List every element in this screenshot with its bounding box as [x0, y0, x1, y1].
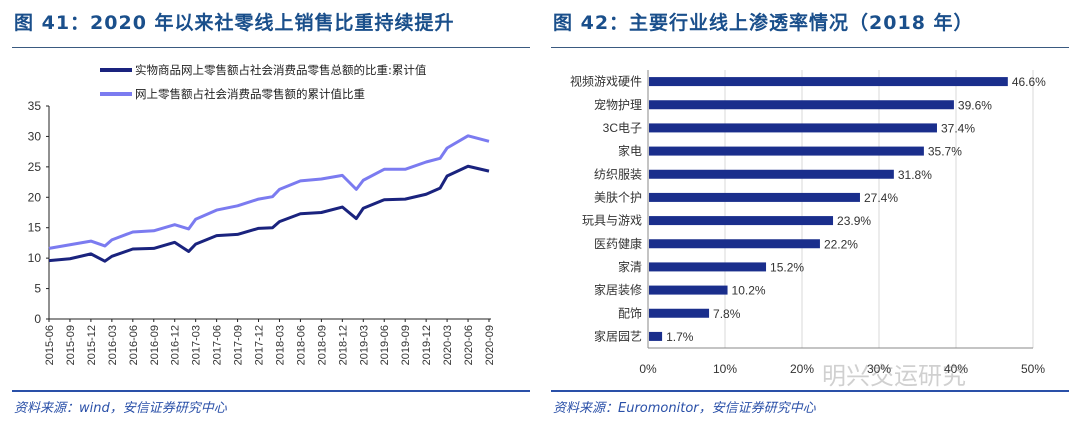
- x-tick-label: 0%: [639, 362, 657, 376]
- x-tick-label: 2019-03: [358, 325, 370, 365]
- bar-value-label: 37.4%: [941, 121, 975, 135]
- bar: [649, 308, 710, 318]
- x-tick-label: 2017-06: [212, 325, 224, 365]
- bar-value-label: 23.9%: [837, 214, 871, 228]
- category-label: 医药健康: [594, 236, 642, 251]
- bar: [649, 100, 954, 110]
- bar-chart: 0% 10% 20% 30% 40% 50% 视频游戏硬件 46.6% 宠物护理 39.6% 3C电…: [570, 70, 1046, 376]
- bar: [649, 146, 924, 156]
- x-tick-label: 2016-09: [149, 325, 161, 365]
- y-tick-label: 25: [28, 160, 42, 174]
- x-tick-label: 2019-06: [379, 325, 391, 365]
- x-tick-label: 40%: [944, 362, 968, 376]
- legend-swatch-dark: [100, 68, 132, 72]
- series-line-light: [48, 134, 490, 250]
- y-tick-label: 5: [34, 282, 41, 296]
- left-title-divider: [12, 47, 530, 48]
- bar-value-label: 1.7%: [666, 330, 694, 344]
- bar-value-label: 46.6%: [1012, 75, 1046, 89]
- x-tick-label: 2017-09: [233, 325, 245, 365]
- y-tick-label: 30: [28, 129, 42, 143]
- right-chart-title: 图 42：主要行业线上渗透率情况（2018 年）: [553, 12, 974, 34]
- legend-item-dark: 实物商品网上零售额占社会消费品零售总额的比重:累计值: [100, 62, 426, 78]
- x-tick-label: 20%: [790, 362, 814, 376]
- bar: [649, 123, 937, 133]
- right-source: 资料来源：Euromonitor，安信证券研究中心: [553, 401, 816, 416]
- line-chart: 0 5 10 15 20 25 30 35 2015-06 2015-09 2015-12 2016-…: [28, 99, 496, 365]
- bar-value-label: 35.7%: [928, 145, 962, 159]
- bar: [649, 77, 1008, 87]
- y-tick-label: 10: [28, 251, 42, 265]
- x-tick-label: 2020-03: [442, 325, 454, 365]
- category-label: 纺织服装: [594, 167, 642, 181]
- x-tick-label: 50%: [1021, 362, 1045, 376]
- x-tick-label: 2020-09: [484, 325, 496, 365]
- x-tick-label: 2018-12: [337, 325, 349, 365]
- category-label: 宠物护理: [594, 97, 642, 112]
- legend-item-light: 网上零售额占社会消费品零售额的累计值比重: [100, 86, 365, 102]
- x-tick-label: 2020-06: [463, 325, 475, 365]
- legend-label-dark: 实物商品网上零售额占社会消费品零售总额的比重:累计值: [135, 63, 427, 77]
- category-label: 家居装修: [594, 282, 642, 297]
- x-tick-label: 2015-09: [65, 325, 77, 365]
- category-label: 视频游戏硬件: [570, 74, 642, 89]
- x-tick-label: 2019-12: [421, 325, 433, 365]
- category-label: 配饰: [618, 306, 642, 320]
- category-label: 美肤个护: [594, 189, 642, 204]
- x-tick-label: 30%: [867, 362, 891, 376]
- bar-value-label: 31.8%: [898, 168, 932, 182]
- category-label: 家清: [618, 259, 642, 274]
- x-tick-label: 2016-03: [107, 325, 119, 365]
- bar-value-label: 7.8%: [713, 307, 741, 321]
- x-tick-label: 2016-12: [170, 325, 182, 365]
- bar: [649, 239, 820, 249]
- y-tick-label: 20: [28, 190, 42, 204]
- legend-swatch-light: [100, 92, 132, 96]
- left-chart-title: 图 41：2020 年以来社零线上销售比重持续提升: [14, 12, 455, 34]
- right-footer-divider: [551, 390, 1069, 392]
- x-tick-label: 10%: [713, 362, 737, 376]
- x-tick-label: 2017-03: [191, 325, 203, 365]
- x-tick-label: 2019-09: [400, 325, 412, 365]
- left-footer-divider: [12, 390, 530, 392]
- bar-value-label: 15.2%: [770, 260, 804, 274]
- bar: [649, 262, 767, 272]
- y-tick-label: 15: [28, 221, 42, 235]
- legend-label-light: 网上零售额占社会消费品零售额的累计值比重: [135, 87, 365, 101]
- y-tick-label: 0: [34, 312, 41, 326]
- category-label: 3C电子: [603, 121, 642, 135]
- bar: [649, 216, 834, 226]
- bar-value-label: 39.6%: [958, 98, 992, 112]
- y-tick-label: 35: [28, 99, 42, 113]
- right-title-divider: [551, 47, 1069, 48]
- bar: [649, 331, 663, 341]
- x-tick-label: 2015-12: [86, 325, 98, 365]
- series-line-dark: [48, 164, 490, 263]
- x-tick-label: 2015-06: [44, 325, 56, 365]
- x-tick-label: 2018-06: [295, 325, 307, 365]
- x-tick-label: 2017-12: [254, 325, 266, 365]
- x-tick-label: 2018-03: [274, 325, 286, 365]
- x-tick-label: 2018-09: [316, 325, 328, 365]
- bar: [649, 169, 894, 179]
- bar-value-label: 10.2%: [732, 284, 766, 298]
- watermark: 明兴交运研究: [822, 362, 966, 390]
- bar: [649, 285, 728, 295]
- bar-value-label: 22.2%: [824, 237, 858, 251]
- x-tick-label: 2016-06: [128, 325, 140, 365]
- bar-value-label: 27.4%: [864, 191, 898, 205]
- category-label: 家居园艺: [594, 328, 642, 343]
- category-label: 玩具与游戏: [582, 214, 642, 228]
- left-source: 资料来源：wind，安信证券研究中心: [14, 401, 227, 416]
- category-label: 家电: [618, 143, 642, 158]
- bar: [649, 192, 860, 202]
